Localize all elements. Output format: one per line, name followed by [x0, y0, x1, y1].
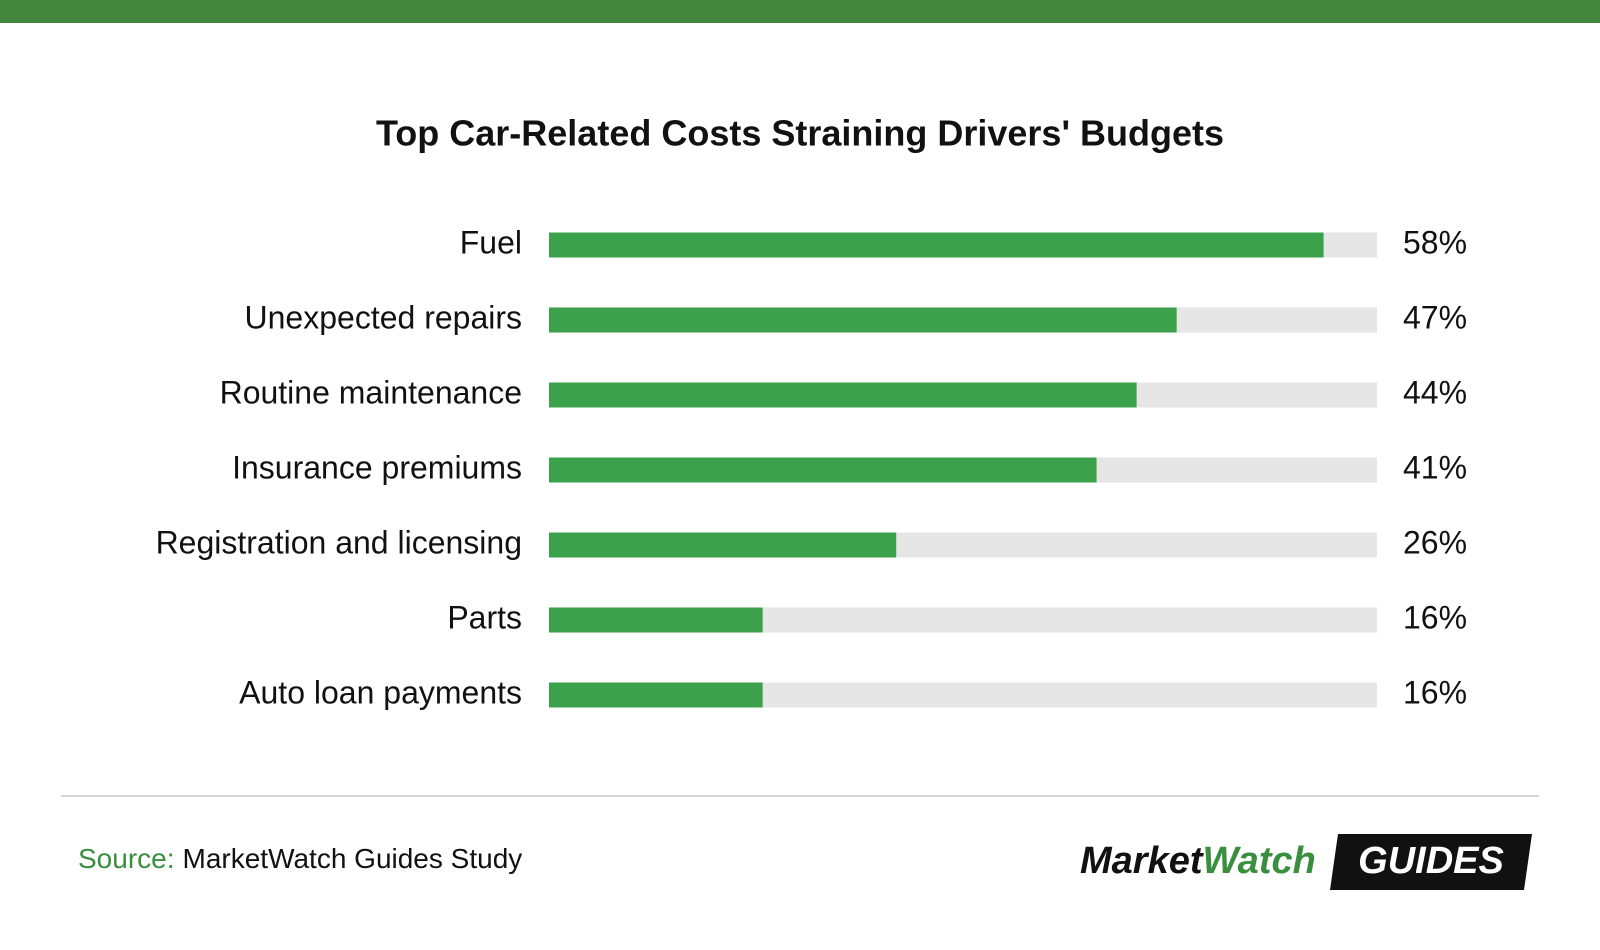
source-text: MarketWatch Guides Study — [183, 843, 523, 874]
category-label: Registration and licensing — [156, 524, 522, 560]
top-band — [0, 0, 1600, 23]
category-label: Auto loan payments — [239, 674, 522, 710]
value-label: 41% — [1403, 449, 1467, 485]
logo-market: Market — [1080, 840, 1204, 882]
category-label: Routine maintenance — [220, 374, 522, 410]
value-label: 44% — [1403, 374, 1467, 410]
category-label: Parts — [447, 599, 522, 635]
bar — [549, 682, 763, 708]
chart-title: Top Car-Related Costs Straining Drivers'… — [376, 113, 1224, 154]
logo-box — [1330, 834, 1532, 890]
category-label: Insurance premiums — [232, 449, 522, 485]
logo-brand: MarketWatch — [1080, 840, 1316, 882]
category-label: Unexpected repairs — [245, 299, 522, 335]
value-label: 47% — [1403, 299, 1467, 335]
value-label: 16% — [1403, 599, 1467, 635]
bar — [549, 457, 1097, 483]
logo: MarketWatch GUIDES — [1080, 834, 1532, 890]
bar — [549, 307, 1177, 333]
bar — [549, 232, 1324, 258]
value-label: 58% — [1403, 224, 1467, 260]
source-label: Source: — [78, 843, 175, 874]
bar — [549, 382, 1137, 408]
bar — [549, 607, 763, 633]
value-label: 16% — [1403, 674, 1467, 710]
category-label: Fuel — [460, 224, 522, 260]
value-label: 26% — [1403, 524, 1467, 560]
source: Source: MarketWatch Guides Study — [78, 843, 522, 874]
bar — [549, 532, 897, 558]
logo-watch: Watch — [1203, 840, 1316, 882]
logo-guides: GUIDES — [1358, 840, 1504, 882]
